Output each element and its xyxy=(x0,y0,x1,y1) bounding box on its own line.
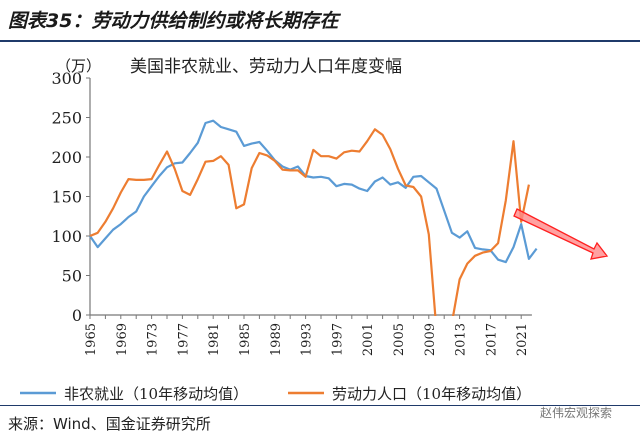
y-tick-label: 50 xyxy=(62,267,82,286)
x-tick-label: 2009 xyxy=(423,323,438,356)
x-tick-label: 1973 xyxy=(146,323,161,356)
line-chart: （万） 美国非农就业、劳动力人口年度变幅 0 50 100 150 200 250 300 1… xyxy=(20,57,609,403)
series-line-labor xyxy=(89,128,530,316)
x-tick-label: 1997 xyxy=(330,323,345,356)
x-tick-label: 2001 xyxy=(361,323,376,356)
y-tick-label: 200 xyxy=(51,148,82,167)
x-tick-label: 2021 xyxy=(515,323,530,356)
trend-arrow xyxy=(513,208,609,260)
y-tick-label: 300 xyxy=(51,69,82,88)
legend-label-nonfarm: 非农就业（10年移动均值） xyxy=(64,385,248,403)
y-tick-label: 150 xyxy=(51,188,82,207)
y-tick-label: 100 xyxy=(51,227,82,246)
x-tick-label: 1989 xyxy=(269,323,284,356)
chart-title: 美国非农就业、劳动力人口年度变幅 xyxy=(130,57,402,77)
x-tick-label: 1977 xyxy=(176,323,191,356)
y-tick-label: 250 xyxy=(51,109,82,128)
x-tick-label: 2005 xyxy=(392,323,407,356)
x-tick-label: 2017 xyxy=(484,323,499,356)
x-tick-label: 2013 xyxy=(454,323,469,356)
title-divider xyxy=(0,40,640,42)
x-tick-label: 1965 xyxy=(84,323,99,356)
series-line-nonfarm xyxy=(89,119,538,264)
x-tick-label: 1993 xyxy=(300,323,315,356)
x-tick-label: 1969 xyxy=(115,323,130,356)
figure-title: 图表35：劳动力供给制约或将长期存在 xyxy=(8,10,339,32)
legend-label-labor: 劳动力人口（10年移动均值） xyxy=(332,385,531,403)
source-note: 来源：Wind、国金证券研究所 xyxy=(8,415,211,433)
y-axis-label: （万） xyxy=(56,57,101,75)
x-tick-label: 1981 xyxy=(207,323,222,356)
y-tick-label: 0 xyxy=(72,306,82,325)
watermark: 赵伟宏观探索 xyxy=(540,406,613,420)
x-tick-label: 1985 xyxy=(238,323,253,356)
footer-divider xyxy=(0,405,640,406)
